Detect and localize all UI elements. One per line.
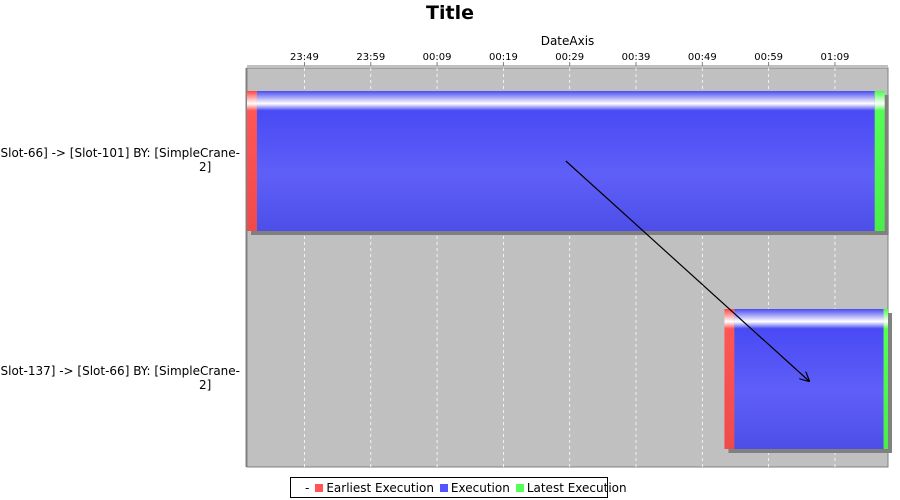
earliest-execution-bar <box>247 91 257 231</box>
legend-label: Earliest Execution <box>326 480 434 495</box>
category-label: 4: [Slot-66] -> [Slot-101] BY: [SimpleCr… <box>0 146 240 174</box>
legend-label: Execution <box>450 480 510 495</box>
legend-label: Latest Execution <box>526 480 627 495</box>
legend: - Earliest Execution Execution Latest Execu… <box>290 477 627 498</box>
x-tick-label: 00:39 <box>622 52 651 63</box>
category-label: 7: [Slot-137] -> [Slot-66] BY: [SimpleCr… <box>0 364 240 392</box>
legend-item: - <box>305 481 309 495</box>
legend-swatch <box>439 483 448 492</box>
legend-label: - <box>305 480 310 495</box>
x-tick-label: 00:49 <box>688 52 717 63</box>
x-tick-label: 00:19 <box>489 52 518 63</box>
legend-item: Earliest Execution <box>315 481 434 495</box>
legend-item: Latest Execution <box>515 480 627 495</box>
x-tick-label: 00:09 <box>423 52 452 63</box>
x-tick-label: 01:09 <box>821 52 850 63</box>
dependency-arrow <box>565 160 809 381</box>
chart-title: Title <box>426 2 474 24</box>
legend-swatch <box>315 483 324 492</box>
latest-execution-bar <box>874 91 885 231</box>
x-tick-label: 00:29 <box>555 52 584 63</box>
x-axis-label: DateAxis <box>540 34 595 48</box>
latest-execution-bar <box>883 309 888 449</box>
x-tick-label: 23:59 <box>356 52 385 63</box>
legend-item: Execution <box>439 480 510 495</box>
legend-swatch <box>515 483 524 492</box>
x-tick-label: 00:59 <box>754 52 783 63</box>
earliest-execution-bar <box>724 309 735 449</box>
x-tick-label: 23:49 <box>290 52 319 63</box>
execution-bar <box>734 309 884 449</box>
